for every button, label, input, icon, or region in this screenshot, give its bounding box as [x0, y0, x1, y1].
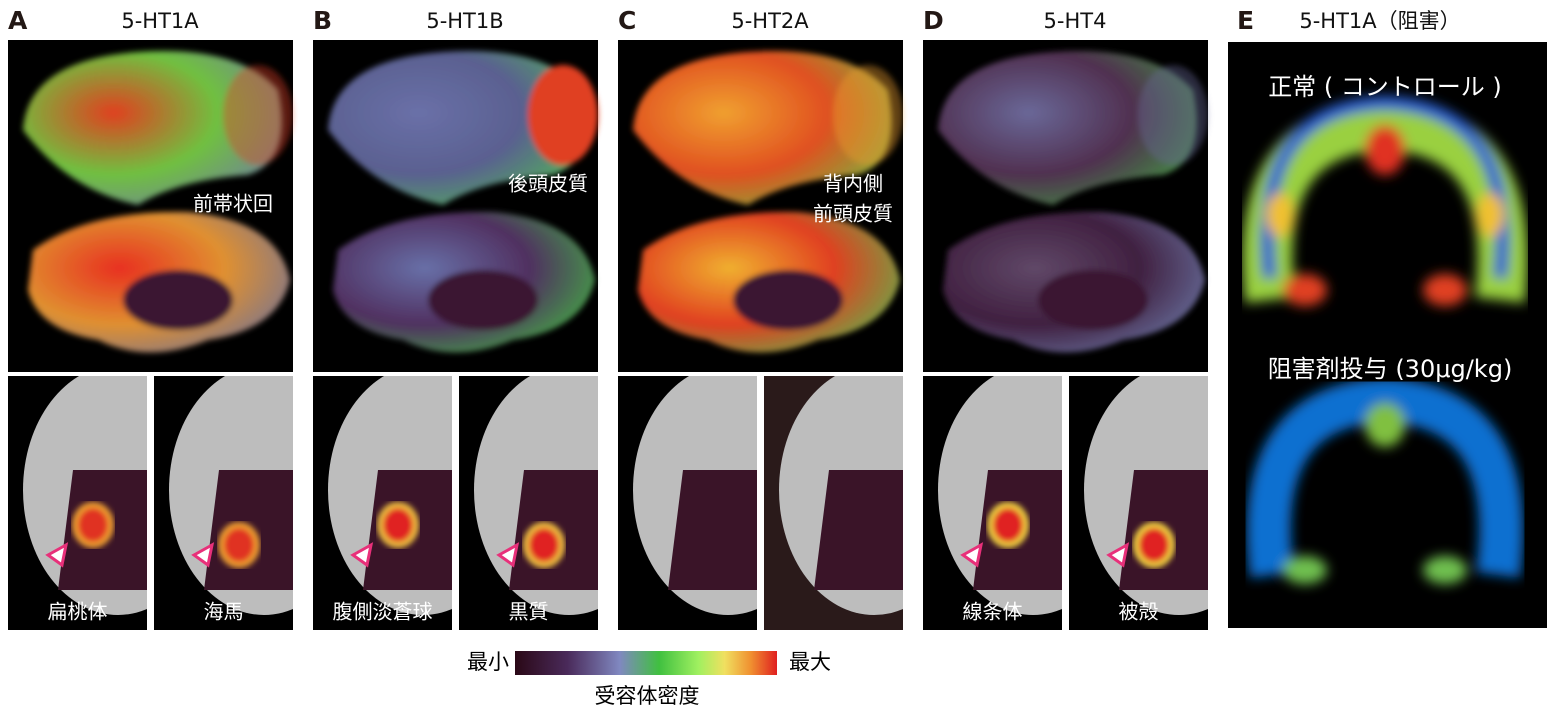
- panel-letter: C: [618, 6, 636, 35]
- hotspot: [72, 502, 114, 548]
- arrowhead: [350, 542, 374, 568]
- brain-lateral: [633, 51, 903, 205]
- region-label: 被殻: [1119, 600, 1159, 624]
- brain-lateral: [938, 51, 1208, 205]
- cortex: [938, 51, 1197, 205]
- brain-medial: [638, 211, 900, 353]
- dark-region: [668, 470, 757, 590]
- condition-label: 正常 ( コントロール ): [1268, 73, 1502, 101]
- panel-title: 5-HT2A: [731, 9, 809, 33]
- panel-title: 5-HT4: [1044, 9, 1107, 33]
- hotspot: [1133, 522, 1175, 568]
- brain-medial: [943, 211, 1205, 353]
- occipital: [223, 65, 293, 165]
- brain-medial: [28, 211, 290, 353]
- brain-lateral: [328, 51, 598, 205]
- panel-title: 5-HT1B: [426, 9, 503, 33]
- region-label: 扁桃体: [48, 600, 108, 624]
- panel-letter: E: [1237, 6, 1254, 35]
- region-label: 前頭皮質: [813, 202, 893, 226]
- hotspot: [218, 522, 260, 568]
- panel-title: 5-HT1A（阻害）: [1299, 9, 1460, 33]
- region-label: 腹側淡蒼球: [333, 600, 433, 624]
- colorbar-max: 最大: [789, 650, 831, 674]
- pet-control: [1242, 95, 1528, 306]
- arrowhead: [1106, 542, 1130, 568]
- colorbar-title: 受容体密度: [595, 684, 700, 708]
- hotspot: [377, 502, 419, 548]
- slice: [779, 376, 903, 615]
- inner: [1038, 270, 1148, 330]
- region-label: 線条体: [963, 600, 1023, 624]
- condition-label: 阻害剤投与 (30μg/kg): [1268, 355, 1513, 383]
- region-label: 前帯状回: [193, 192, 273, 216]
- arrowhead: [496, 542, 520, 568]
- panel-title: 5-HT1A: [121, 9, 199, 33]
- inner: [428, 270, 538, 330]
- region-label: 海馬: [204, 600, 244, 624]
- slice: [633, 376, 757, 615]
- panel-letter: A: [8, 6, 28, 35]
- arrowhead: [45, 542, 69, 568]
- hotspot: [523, 522, 565, 568]
- panel-e: E 5-HT1A（阻害） 正常 ( コントロール ) 阻害剤投与 (30μg/k…: [1228, 6, 1547, 628]
- pet-blocked: [1246, 377, 1524, 584]
- region-label: 黒質: [509, 600, 549, 624]
- dark-region: [814, 470, 903, 590]
- brain-lateral: [23, 51, 293, 205]
- panel-letter: D: [923, 6, 944, 35]
- arrowhead: [960, 542, 984, 568]
- occipital: [528, 65, 598, 165]
- occipital: [833, 65, 903, 165]
- panel-letter: B: [313, 6, 332, 35]
- colorbar-gradient: [515, 651, 777, 675]
- cortex: [23, 51, 282, 205]
- panel: D 5-HT4 線条体 被殻: [923, 6, 1208, 630]
- inner: [123, 270, 233, 330]
- arrowhead: [191, 542, 215, 568]
- hotspot: [987, 502, 1029, 548]
- inner: [733, 270, 843, 330]
- cortex: [633, 51, 892, 205]
- region-label: 後頭皮質: [508, 172, 588, 196]
- cortex: [328, 51, 587, 205]
- colorbar-min: 最小: [467, 650, 509, 674]
- colorbar: 最小 最大 受容体密度: [467, 650, 831, 708]
- brain-medial: [333, 211, 595, 353]
- occipital: [1138, 65, 1208, 165]
- region-label: 背内側: [823, 172, 883, 196]
